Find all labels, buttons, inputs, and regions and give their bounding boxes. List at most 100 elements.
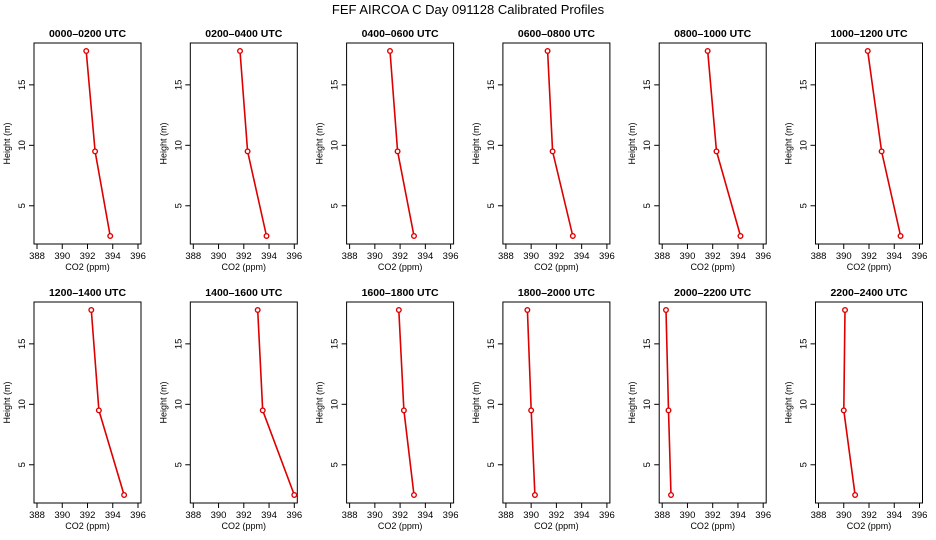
y-tick-label: 15 xyxy=(17,339,28,350)
y-axis-label: Height (m) xyxy=(158,122,168,164)
y-tick-label: 5 xyxy=(330,462,341,467)
y-tick-label: 15 xyxy=(642,339,653,350)
y-tick-label: 15 xyxy=(17,80,28,91)
x-tick-label: 390 xyxy=(680,251,696,262)
plot-frame xyxy=(815,42,923,245)
y-tick-label: 10 xyxy=(799,140,810,151)
x-axis-label: CO2 (ppm) xyxy=(378,521,423,531)
x-tick-label: 390 xyxy=(211,251,227,262)
y-tick-label: 5 xyxy=(17,203,28,208)
y-axis-label: Height (m) xyxy=(2,122,12,164)
profile-panel: 1200–1400 UTC 388 390 392 394 396 5 10 15 CO2 (pp… xyxy=(2,287,146,531)
data-point xyxy=(387,48,394,55)
data-point xyxy=(662,307,669,314)
data-point xyxy=(263,232,270,239)
data-point xyxy=(840,407,847,414)
profile-line xyxy=(706,50,742,237)
y-tick-label: 5 xyxy=(642,462,653,467)
y-axis-label: Height (m) xyxy=(315,381,325,423)
y-tick-label: 10 xyxy=(173,140,184,151)
x-tick-label: 394 xyxy=(417,510,433,521)
y-tick-label: 15 xyxy=(173,80,184,91)
y-tick-label: 5 xyxy=(173,462,184,467)
x-tick-label: 396 xyxy=(130,510,146,521)
profile-line xyxy=(526,309,536,496)
x-tick-label: 388 xyxy=(342,510,358,521)
y-tick-label: 5 xyxy=(17,462,28,467)
data-point xyxy=(92,148,99,155)
y-tick-label: 5 xyxy=(330,203,341,208)
data-point xyxy=(668,492,675,499)
x-tick-label: 388 xyxy=(342,251,358,262)
data-point xyxy=(528,407,535,414)
profile-panel: 1400–1600 UTC 388 390 392 394 396 5 10 15 CO2 (pp… xyxy=(158,287,302,531)
x-tick-label: 388 xyxy=(29,251,45,262)
profile-panel: 1600–1800 UTC 388 390 392 394 396 5 10 15 CO2 (pp… xyxy=(315,287,459,531)
plot-frame xyxy=(658,42,767,245)
x-tick-label: 396 xyxy=(912,510,928,521)
data-point xyxy=(569,232,576,239)
profile-panel: 0200–0400 UTC 388 390 392 394 396 5 10 15 CO2 (pp… xyxy=(158,28,302,272)
y-tick-label: 10 xyxy=(17,140,28,151)
profile-panel: 0400–0600 UTC 388 390 392 394 396 5 10 15 CO2 (pp… xyxy=(315,28,459,272)
plot-frame xyxy=(658,301,767,504)
data-point xyxy=(254,307,261,314)
plot-frame xyxy=(502,301,611,504)
y-tick-label: 15 xyxy=(330,80,341,91)
y-tick-label: 5 xyxy=(799,462,810,467)
y-tick-label: 5 xyxy=(173,203,184,208)
y-tick-label: 10 xyxy=(330,140,341,151)
data-point xyxy=(394,148,401,155)
x-tick-label: 394 xyxy=(261,510,277,521)
y-tick-label: 15 xyxy=(486,339,497,350)
plot-frame xyxy=(346,42,455,245)
x-tick-label: 392 xyxy=(392,510,408,521)
y-tick-label: 10 xyxy=(330,399,341,410)
profile-line xyxy=(398,309,415,496)
x-tick-label: 392 xyxy=(861,251,877,262)
y-tick-label: 15 xyxy=(330,339,341,350)
x-tick-label: 392 xyxy=(80,510,96,521)
y-tick-label: 5 xyxy=(642,203,653,208)
x-tick-label: 390 xyxy=(367,510,383,521)
x-tick-label: 388 xyxy=(654,510,670,521)
y-axis-label: Height (m) xyxy=(471,122,481,164)
x-tick-label: 390 xyxy=(54,251,70,262)
x-tick-label: 396 xyxy=(286,510,302,521)
x-tick-label: 388 xyxy=(811,251,827,262)
y-tick-label: 5 xyxy=(486,462,497,467)
x-tick-label: 396 xyxy=(130,251,146,262)
y-tick-label: 10 xyxy=(486,399,497,410)
x-tick-label: 394 xyxy=(261,251,277,262)
panel-title: 2200–2400 UTC xyxy=(830,287,907,299)
x-tick-label: 390 xyxy=(836,251,852,262)
x-axis-label: CO2 (ppm) xyxy=(222,262,267,272)
data-point xyxy=(544,48,551,55)
x-axis-label: CO2 (ppm) xyxy=(65,262,110,272)
data-point xyxy=(531,492,538,499)
data-point xyxy=(395,307,402,314)
panel-title: 1800–2000 UTC xyxy=(518,287,595,299)
x-tick-label: 388 xyxy=(185,510,201,521)
x-axis-label: CO2 (ppm) xyxy=(534,521,579,531)
x-tick-label: 396 xyxy=(599,510,615,521)
data-point xyxy=(237,48,244,55)
x-tick-label: 396 xyxy=(755,510,771,521)
data-point xyxy=(665,407,672,414)
profile-panel: 1800–2000 UTC 388 390 392 394 396 5 10 15 CO2 (pp… xyxy=(471,287,615,531)
x-axis-label: CO2 (ppm) xyxy=(534,262,579,272)
x-tick-label: 394 xyxy=(730,510,746,521)
profile-line xyxy=(239,50,268,237)
panel-title: 1600–1800 UTC xyxy=(362,287,439,299)
y-tick-label: 15 xyxy=(173,339,184,350)
x-tick-label: 390 xyxy=(523,251,539,262)
profile-panel: 0000–0200 UTC 388 390 392 394 396 5 10 15 CO2 (pp… xyxy=(2,28,146,272)
profile-line xyxy=(866,50,902,237)
data-point xyxy=(410,232,417,239)
data-point xyxy=(259,407,266,414)
y-tick-label: 5 xyxy=(799,203,810,208)
x-tick-label: 392 xyxy=(392,251,408,262)
profile-panel: 2200–2400 UTC 388 390 392 394 396 5 10 15 CO2 (pp… xyxy=(784,287,928,531)
profile-line xyxy=(546,50,574,237)
y-axis-label: Height (m) xyxy=(471,381,481,423)
